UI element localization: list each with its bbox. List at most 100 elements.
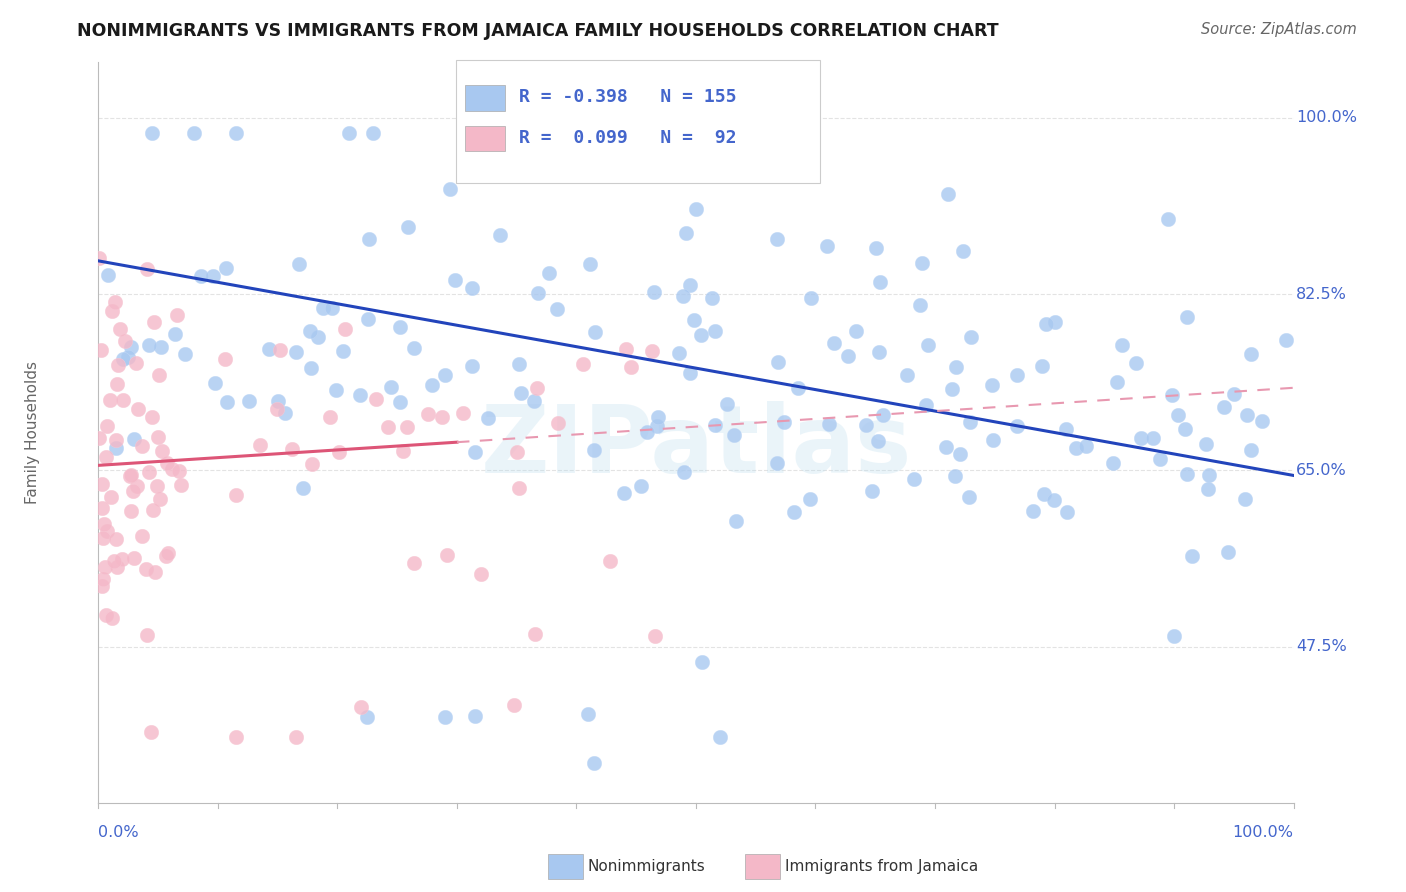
Point xyxy=(1005,419,1028,434)
Point xyxy=(249,438,271,452)
Point xyxy=(1005,368,1028,382)
Text: Immigrants from Jamaica: Immigrants from Jamaica xyxy=(785,859,977,873)
Point xyxy=(1275,333,1298,347)
Point xyxy=(396,220,419,235)
Point xyxy=(679,367,702,381)
Point xyxy=(1240,347,1263,361)
Point xyxy=(869,275,891,289)
Point xyxy=(1066,442,1088,456)
Point xyxy=(266,401,288,416)
Point xyxy=(356,710,378,724)
Point xyxy=(1218,545,1240,559)
Point xyxy=(333,322,356,336)
Point xyxy=(723,427,745,442)
Point xyxy=(1101,456,1123,470)
Point xyxy=(156,456,179,470)
Point xyxy=(523,394,546,409)
Point xyxy=(461,359,484,374)
Point xyxy=(389,395,412,409)
Point xyxy=(547,416,569,430)
Point xyxy=(104,295,127,310)
Point xyxy=(100,304,122,318)
Point xyxy=(339,126,361,140)
Point xyxy=(599,554,621,568)
Point xyxy=(395,420,418,434)
Text: Source: ZipAtlas.com: Source: ZipAtlas.com xyxy=(1201,22,1357,37)
Point xyxy=(672,288,695,302)
Point xyxy=(903,472,925,486)
Point xyxy=(238,394,260,409)
Point xyxy=(204,376,226,390)
Point xyxy=(981,377,1004,392)
Point xyxy=(214,261,236,276)
Point xyxy=(935,441,957,455)
Point xyxy=(146,478,169,492)
Point xyxy=(1031,359,1053,374)
Point xyxy=(225,126,247,140)
Point xyxy=(1240,443,1263,458)
Text: 100.0%: 100.0% xyxy=(1296,111,1357,126)
Point xyxy=(141,126,163,140)
Point xyxy=(105,559,128,574)
Point xyxy=(675,227,697,241)
Point xyxy=(439,182,461,196)
Point xyxy=(404,557,426,571)
Point xyxy=(949,447,972,461)
Bar xyxy=(465,86,505,111)
Point xyxy=(169,464,191,478)
Point xyxy=(917,337,939,351)
Point xyxy=(332,343,354,358)
Point xyxy=(434,368,457,382)
Point xyxy=(616,128,638,143)
Point xyxy=(582,442,605,457)
Point xyxy=(546,302,568,317)
Point xyxy=(299,324,322,338)
Point xyxy=(620,359,643,374)
Point xyxy=(866,434,889,448)
Point xyxy=(1032,487,1054,501)
Point xyxy=(146,430,169,444)
Text: 65.0%: 65.0% xyxy=(1296,463,1347,478)
Point xyxy=(328,445,350,459)
Point xyxy=(1074,439,1097,453)
Text: 47.5%: 47.5% xyxy=(1296,640,1347,654)
Point xyxy=(111,552,134,566)
Point xyxy=(1043,493,1066,508)
Point xyxy=(434,710,457,724)
Point xyxy=(165,326,187,341)
Point xyxy=(823,335,845,350)
Point xyxy=(636,425,658,440)
Point xyxy=(420,378,443,392)
Point xyxy=(430,410,453,425)
Point xyxy=(477,410,499,425)
Point xyxy=(630,479,652,493)
Point xyxy=(101,611,124,625)
Point xyxy=(225,731,247,745)
Text: 100.0%: 100.0% xyxy=(1233,825,1294,840)
Point xyxy=(1181,549,1204,564)
Point xyxy=(506,445,529,459)
Point xyxy=(149,491,172,506)
Point xyxy=(107,358,129,372)
Point xyxy=(1198,467,1220,482)
Point xyxy=(91,500,114,515)
Point xyxy=(679,278,702,293)
Point xyxy=(93,531,115,545)
Text: R = -0.398   N = 155: R = -0.398 N = 155 xyxy=(519,88,737,106)
Point xyxy=(959,415,981,429)
Point xyxy=(1043,315,1066,329)
Point xyxy=(97,268,120,283)
Point xyxy=(1212,400,1234,414)
Point xyxy=(350,700,373,714)
Point xyxy=(941,383,963,397)
Point xyxy=(1167,409,1189,423)
Point xyxy=(786,381,808,395)
Point xyxy=(1107,375,1129,389)
Point xyxy=(366,392,388,406)
Point xyxy=(121,483,143,498)
Point xyxy=(1142,431,1164,445)
Point xyxy=(645,418,668,433)
Point xyxy=(936,187,959,202)
Point xyxy=(1250,414,1272,428)
Point xyxy=(855,417,877,432)
